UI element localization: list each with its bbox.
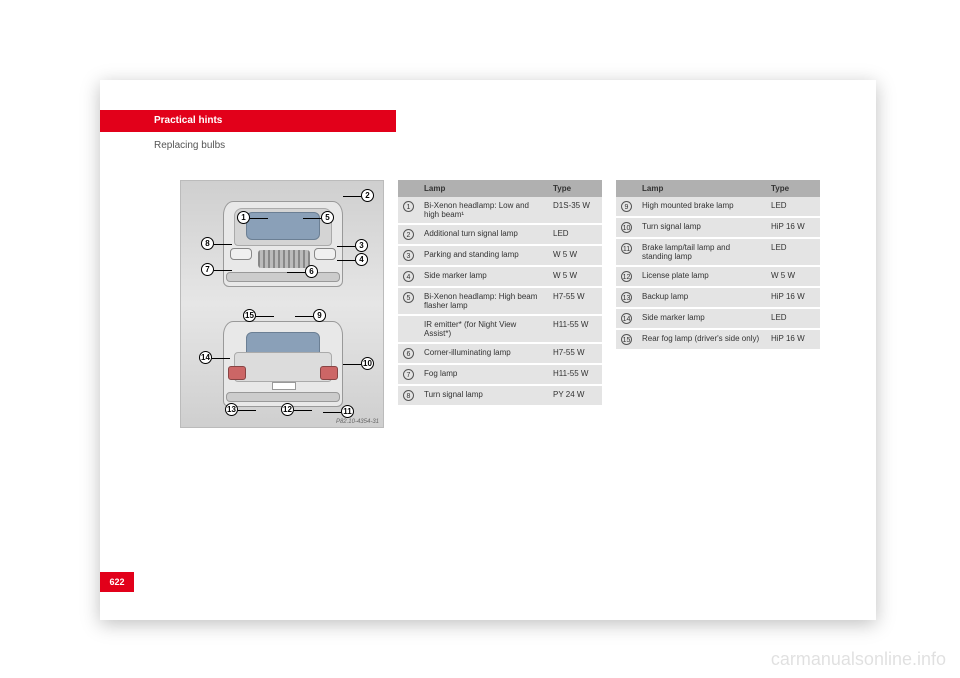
lamp-name: Turn signal lamp [637, 217, 766, 238]
lamp-type: LED [766, 308, 820, 329]
content-row: 123456789101112131415 P82.10-4354-31 Lam… [180, 180, 820, 428]
table-row: 1 Bi-Xenon headlamp: Low and high beam¹D1… [398, 197, 602, 224]
col-type: Type [766, 180, 820, 197]
lamp-name: Side marker lamp [419, 266, 548, 287]
lamp-type: H7-55 W [548, 343, 602, 364]
row-number-icon: 10 [621, 222, 632, 233]
callout-pin: 4 [355, 253, 368, 266]
row-number-icon: 4 [403, 271, 414, 282]
table-row: 11 Brake lamp/tail lamp and standing lamp… [616, 238, 820, 266]
table-row: 15 Rear fog lamp (driver's side only)HiP … [616, 329, 820, 350]
lamp-type: HiP 16 W [766, 287, 820, 308]
table-row: 8 Turn signal lampPY 24 W [398, 385, 602, 406]
table-row: 10 Turn signal lampHiP 16 W [616, 217, 820, 238]
lamp-type: HiP 16 W [766, 329, 820, 350]
callout-pin: 6 [305, 265, 318, 278]
lamp-name: License plate lamp [637, 266, 766, 287]
callout-pin: 9 [313, 309, 326, 322]
callout-pin: 8 [201, 237, 214, 250]
lamp-table-2: Lamp Type 9High mounted brake lampLED10T… [616, 180, 820, 428]
lamp-name: Rear fog lamp (driver's side only) [637, 329, 766, 350]
table: Lamp Type 1 Bi-Xenon headlamp: Low and hi… [398, 180, 602, 407]
table-row: 3 Parking and standing lampW 5 W [398, 245, 602, 266]
row-number-icon: 12 [621, 271, 632, 282]
lamp-name: Backup lamp [637, 287, 766, 308]
lamp-type: HiP 16 W [766, 217, 820, 238]
lamp-name: Turn signal lamp [419, 385, 548, 406]
callout-pin: 5 [321, 211, 334, 224]
lamp-table-1: Lamp Type 1 Bi-Xenon headlamp: Low and hi… [398, 180, 602, 428]
table-row: 5 Bi-Xenon headlamp: High beam flasher la… [398, 287, 602, 315]
row-number-icon: 8 [403, 390, 414, 401]
table-row: IR emitter* (for Night View Assist*)H11-… [398, 315, 602, 343]
lamp-type: LED [766, 197, 820, 217]
lamp-type: LED [766, 238, 820, 266]
row-number-icon: 3 [403, 250, 414, 261]
table-row: 12 License plate lampW 5 W [616, 266, 820, 287]
row-number-icon: 2 [403, 229, 414, 240]
table-row: 9 High mounted brake lampLED [616, 197, 820, 217]
callout-pin: 13 [225, 403, 238, 416]
row-number-icon: 15 [621, 334, 632, 345]
lamp-name: IR emitter* (for Night View Assist*) [419, 315, 548, 343]
row-number-icon: 14 [621, 313, 632, 324]
lamp-name: Bi-Xenon headlamp: Low and high beam¹ [419, 197, 548, 224]
callout-pin: 10 [361, 357, 374, 370]
diagram-column: 123456789101112131415 P82.10-4354-31 [180, 180, 384, 428]
lamp-type: PY 24 W [548, 385, 602, 406]
table-row: 13 Backup lampHiP 16 W [616, 287, 820, 308]
lamp-type: W 5 W [548, 245, 602, 266]
callout-pin: 15 [243, 309, 256, 322]
callout-pin: 12 [281, 403, 294, 416]
lamp-type: H7-55 W [548, 287, 602, 315]
section-title: Replacing bulbs [154, 140, 225, 151]
table-row: 4 Side marker lampW 5 W [398, 266, 602, 287]
table-row: 6 Corner-illuminating lampH7-55 W [398, 343, 602, 364]
lamp-name: Fog lamp [419, 364, 548, 385]
watermark: carmanualsonline.info [771, 649, 946, 670]
row-number-icon: 1 [403, 201, 414, 212]
lamp-name: Side marker lamp [637, 308, 766, 329]
table-row: 2 Additional turn signal lampLED [398, 224, 602, 245]
table-row: 7 Fog lampH11-55 W [398, 364, 602, 385]
lamp-type: D1S-35 W [548, 197, 602, 224]
lamp-type: H11-55 W [548, 315, 602, 343]
row-number-icon: 11 [621, 243, 632, 254]
callout-pin: 1 [237, 211, 250, 224]
lamp-name: Bi-Xenon headlamp: High beam flasher lam… [419, 287, 548, 315]
lamp-name: Corner-illuminating lamp [419, 343, 548, 364]
lamp-name: Parking and standing lamp [419, 245, 548, 266]
table-row: 14 Side marker lampLED [616, 308, 820, 329]
row-number-icon: 6 [403, 348, 414, 359]
callout-pin: 14 [199, 351, 212, 364]
lamp-type: LED [548, 224, 602, 245]
lamp-type: H11-55 W [548, 364, 602, 385]
lamp-name: High mounted brake lamp [637, 197, 766, 217]
col-lamp: Lamp [419, 180, 548, 197]
table: Lamp Type 9High mounted brake lampLED10T… [616, 180, 820, 351]
lamp-type: W 5 W [548, 266, 602, 287]
vehicle-diagram: 123456789101112131415 P82.10-4354-31 [180, 180, 384, 428]
manual-page: Practical hints Replacing bulbs [100, 80, 876, 620]
col-lamp: Lamp [637, 180, 766, 197]
lamp-name: Additional turn signal lamp [419, 224, 548, 245]
car-rear-view [223, 321, 343, 407]
col-type: Type [548, 180, 602, 197]
callout-pin: 2 [361, 189, 374, 202]
row-number-icon: 5 [403, 292, 414, 303]
page-number: 622 [100, 572, 134, 592]
lamp-name: Brake lamp/tail lamp and standing lamp [637, 238, 766, 266]
row-number-icon: 7 [403, 369, 414, 380]
page-header: Practical hints [100, 110, 396, 132]
row-number-icon: 13 [621, 292, 632, 303]
callout-pin: 3 [355, 239, 368, 252]
callout-pin: 7 [201, 263, 214, 276]
callout-pin: 11 [341, 405, 354, 418]
lamp-type: W 5 W [766, 266, 820, 287]
diagram-credit: P82.10-4354-31 [336, 419, 379, 425]
row-number-icon: 9 [621, 201, 632, 212]
